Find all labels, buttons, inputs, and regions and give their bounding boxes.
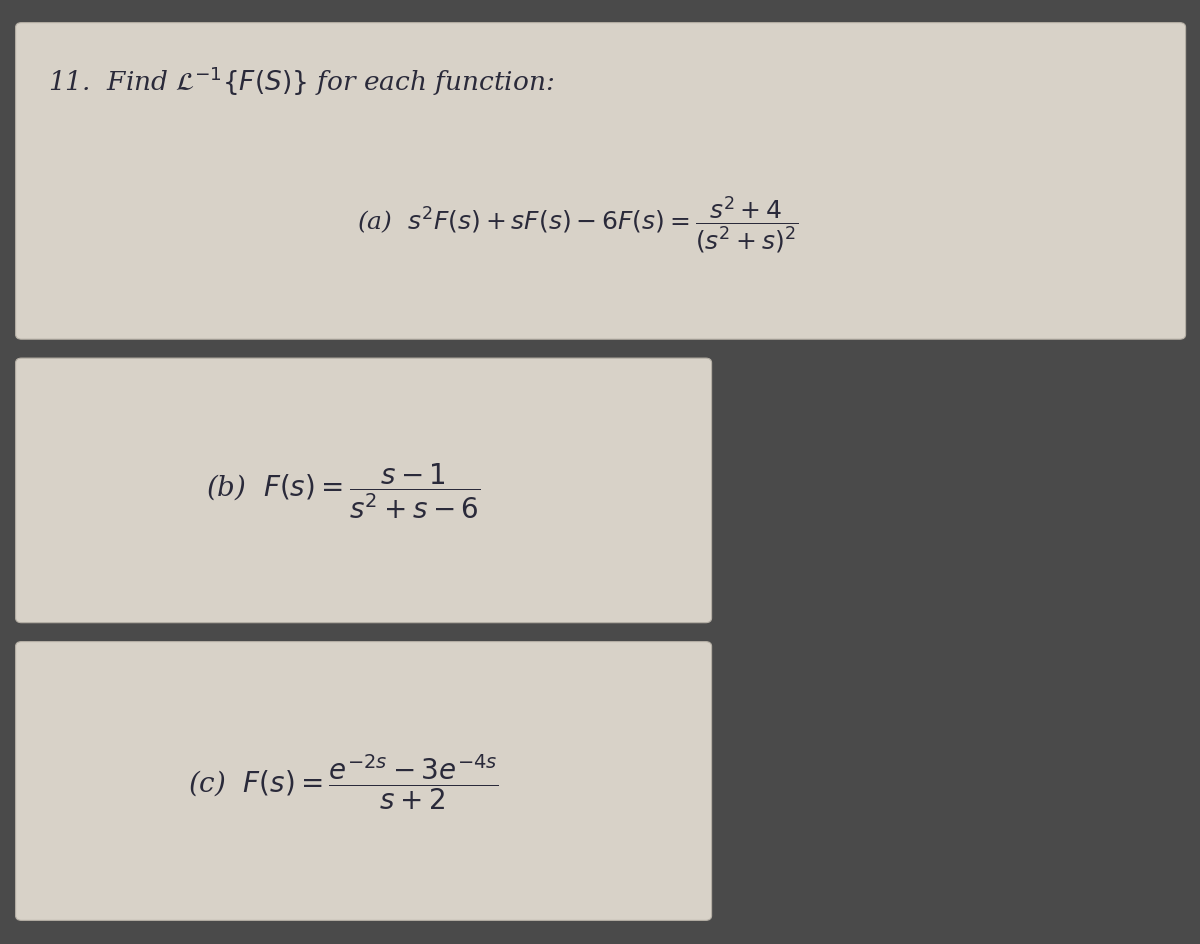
Text: (c)  $F(s) = \dfrac{e^{-2s} - 3e^{-4s}}{s+2}$: (c) $F(s) = \dfrac{e^{-2s} - 3e^{-4s}}{s…	[187, 751, 498, 811]
Text: (b)  $F(s) = \dfrac{s-1}{s^2+s-6}$: (b) $F(s) = \dfrac{s-1}{s^2+s-6}$	[206, 461, 480, 521]
Text: 11.  Find $\mathcal{L}^{-1}\{F(S)\}$ for each function:: 11. Find $\mathcal{L}^{-1}\{F(S)\}$ for …	[48, 64, 554, 97]
Text: (a)  $s^2F(s) + sF(s) - 6F(s) = \dfrac{s^2+4}{(s^2+s)^2}$: (a) $s^2F(s) + sF(s) - 6F(s) = \dfrac{s^…	[356, 194, 798, 255]
FancyBboxPatch shape	[16, 642, 712, 920]
FancyBboxPatch shape	[16, 359, 712, 623]
FancyBboxPatch shape	[16, 24, 1186, 340]
